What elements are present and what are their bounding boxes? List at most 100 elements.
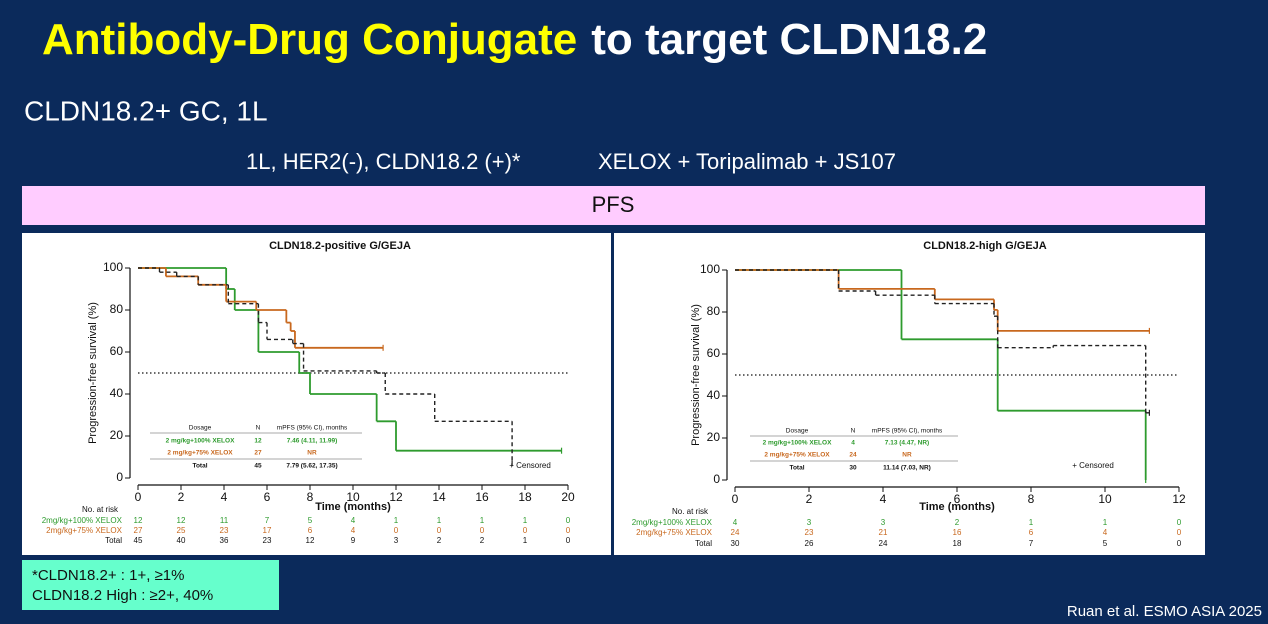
inset-mpfs: 7.13 (4.47, NR) <box>885 440 929 447</box>
x-tick-label: 8 <box>307 490 314 504</box>
inset-header: Dosage <box>786 428 809 435</box>
risk-count: 11 <box>220 516 229 525</box>
x-tick-label: 0 <box>135 490 142 504</box>
inset-n: 12 <box>254 438 262 445</box>
section-bar <box>22 186 1205 225</box>
x-tick-label: 14 <box>432 490 446 504</box>
risk-count: 1 <box>437 516 442 525</box>
risk-count: 7 <box>265 516 270 525</box>
y-tick-label: 20 <box>110 428 124 442</box>
risk-count: 0 <box>523 526 528 535</box>
x-tick-label: 10 <box>346 490 360 504</box>
inset-n: 27 <box>254 450 262 457</box>
risk-count: 18 <box>953 539 962 548</box>
risk-count: 12 <box>177 516 186 525</box>
inset-mpfs: 7.46 (4.11, 11.99) <box>287 438 338 445</box>
risk-label: 2mg/kg+100% XELOX <box>632 518 713 527</box>
inset-n: 45 <box>254 463 262 470</box>
risk-count: 3 <box>807 518 812 527</box>
risk-count: 0 <box>394 526 399 535</box>
risk-count: 1 <box>480 516 485 525</box>
x-tick-label: 0 <box>732 492 739 506</box>
x-tick-label: 8 <box>1028 492 1035 506</box>
risk-count: 3 <box>394 536 399 545</box>
risk-count: 1 <box>523 536 528 545</box>
inset-dosage: 2 mg/kg+100% XELOX <box>166 438 235 445</box>
y-tick-label: 100 <box>700 262 720 276</box>
risk-count: 3 <box>881 518 886 527</box>
x-tick-label: 2 <box>806 492 813 506</box>
annotation: + Censored <box>1072 461 1114 470</box>
y-tick-label: 80 <box>707 304 721 318</box>
risk-title: No. at risk <box>672 507 709 516</box>
annotation: + Censored <box>509 461 551 470</box>
risk-count: 27 <box>134 526 143 535</box>
risk-count: 45 <box>134 536 143 545</box>
inset-header: N <box>851 428 856 435</box>
footnote: CLDN18.2 High : ≥2+, 40% <box>32 587 213 604</box>
risk-count: 23 <box>263 536 272 545</box>
risk-count: 4 <box>351 516 356 525</box>
inset-mpfs: 11.14 (7.03, NR) <box>883 465 931 472</box>
risk-count: 26 <box>805 539 814 548</box>
risk-count: 16 <box>953 528 962 537</box>
inset-dosage: 2 mg/kg+75% XELOX <box>764 452 830 459</box>
risk-count: 24 <box>731 528 740 537</box>
risk-count: 6 <box>1029 528 1034 537</box>
risk-count: 2 <box>955 518 960 527</box>
x-tick-label: 12 <box>389 490 403 504</box>
y-tick-label: 0 <box>116 470 123 484</box>
risk-count: 23 <box>805 528 814 537</box>
chart-panel <box>614 233 1205 555</box>
x-tick-label: 4 <box>880 492 887 506</box>
risk-count: 0 <box>1177 539 1182 548</box>
risk-count: 21 <box>879 528 888 537</box>
y-tick-label: 60 <box>707 346 721 360</box>
chart-title: CLDN18.2-high G/GEJA <box>923 240 1047 252</box>
y-tick-label: 80 <box>110 302 124 316</box>
y-tick-label: 40 <box>110 386 124 400</box>
x-tick-label: 2 <box>178 490 185 504</box>
risk-count: 40 <box>177 536 186 545</box>
chart-title: CLDN18.2-positive G/GEJA <box>269 240 411 252</box>
risk-count: 7 <box>1029 539 1034 548</box>
inset-dosage: 2 mg/kg+75% XELOX <box>167 450 233 457</box>
risk-count: 36 <box>220 536 229 545</box>
risk-count: 1 <box>523 516 528 525</box>
x-tick-label: 4 <box>221 490 228 504</box>
inset-n: 4 <box>851 440 855 447</box>
risk-count: 0 <box>566 516 571 525</box>
risk-count: 12 <box>306 536 315 545</box>
risk-count: 1 <box>1103 518 1108 527</box>
risk-label: Total <box>695 539 712 548</box>
risk-count: 2 <box>437 536 442 545</box>
risk-count: 0 <box>480 526 485 535</box>
citation: Ruan et al. ESMO ASIA 2025 <box>1067 603 1262 620</box>
risk-count: 17 <box>263 526 272 535</box>
inset-n: 30 <box>849 465 857 472</box>
x-tick-label: 16 <box>475 490 489 504</box>
population: 1L, HER2(-), CLDN18.2 (+)* <box>246 149 521 174</box>
x-tick-label: 6 <box>954 492 961 506</box>
inset-mpfs: NR <box>902 452 912 459</box>
risk-count: 25 <box>177 526 186 535</box>
inset-header: mPFS (95% CI), months <box>277 425 348 432</box>
risk-count: 30 <box>731 539 740 548</box>
inset-header: mPFS (95% CI), months <box>872 428 943 435</box>
inset-dosage: Total <box>789 465 804 472</box>
risk-count: 2 <box>480 536 485 545</box>
x-axis-label: Time (months) <box>315 501 391 513</box>
risk-count: 5 <box>308 516 313 525</box>
x-tick-label: 20 <box>561 490 575 504</box>
footnote-box <box>22 560 279 610</box>
risk-label: 2mg/kg+75% XELOX <box>46 526 122 535</box>
y-tick-label: 0 <box>713 472 720 486</box>
x-tick-label: 18 <box>518 490 532 504</box>
inset-header: Dosage <box>189 425 212 432</box>
inset-dosage: Total <box>192 463 207 470</box>
y-axis-label: Progression-free survival (%) <box>690 304 702 446</box>
risk-count: 0 <box>566 536 571 545</box>
risk-count: 0 <box>1177 518 1182 527</box>
